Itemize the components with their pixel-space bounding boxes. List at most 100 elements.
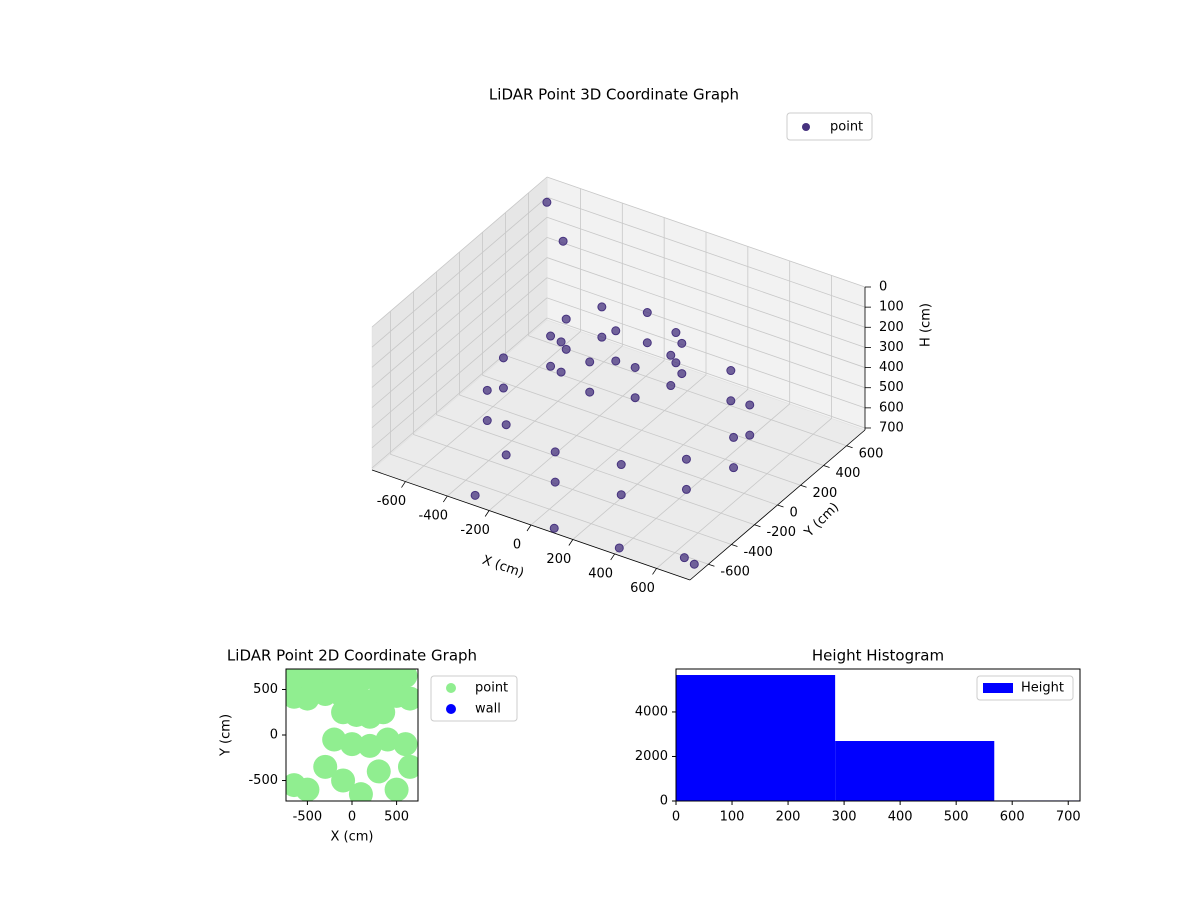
point <box>331 768 356 793</box>
grid-line <box>371 176 548 328</box>
grid-line <box>390 453 709 565</box>
z-tick-label: 300 <box>879 340 904 355</box>
point <box>689 559 699 569</box>
chart-title: Height Histogram <box>812 647 944 665</box>
chart-title: LiDAR Point 2D Coordinate Graph <box>227 647 477 665</box>
grid-line <box>546 216 866 328</box>
point <box>671 328 681 338</box>
tick-mark <box>568 539 574 546</box>
tick-mark <box>754 524 761 528</box>
grid-line <box>371 237 548 388</box>
bar <box>835 741 995 801</box>
point <box>393 732 418 757</box>
point <box>501 420 511 430</box>
legend-label: point <box>830 120 863 135</box>
point <box>393 669 418 688</box>
point <box>642 308 652 318</box>
point <box>597 332 607 342</box>
point <box>397 754 418 779</box>
x-tick-label: 500 <box>944 810 969 825</box>
grid-line <box>546 237 866 348</box>
x-axis <box>371 469 691 581</box>
grid-line <box>371 297 548 449</box>
y-tick-label: -200 <box>766 525 796 540</box>
point <box>666 350 676 360</box>
y-tick-label: 0 <box>790 506 798 521</box>
point <box>666 381 676 391</box>
x-tick-label: 100 <box>720 810 745 825</box>
point <box>295 777 320 801</box>
legend-marker <box>802 123 810 131</box>
y-tick-label: -600 <box>720 565 750 580</box>
x-tick-label: 200 <box>546 552 571 567</box>
point <box>630 362 640 372</box>
grid-line <box>546 297 866 409</box>
point <box>313 754 338 779</box>
grid-line <box>482 374 801 486</box>
point <box>611 356 621 366</box>
point <box>677 369 687 379</box>
point <box>556 337 566 347</box>
z-tick-label: 0 <box>879 280 887 295</box>
grid-line <box>546 196 866 308</box>
y-axis-label: Y (cm) <box>219 714 234 757</box>
y-tick-label: 200 <box>813 486 838 501</box>
x-tick-label: 300 <box>832 810 857 825</box>
tick-mark <box>846 445 853 449</box>
point <box>681 454 691 464</box>
grid-line <box>371 196 548 348</box>
point <box>729 463 739 473</box>
grid-line <box>371 257 548 408</box>
legend-label: point <box>475 681 508 696</box>
z-tick-label: 600 <box>879 400 904 415</box>
point <box>597 302 607 312</box>
legend-box <box>976 675 1074 701</box>
z-axis-label: H (cm) <box>919 303 934 347</box>
grid-line <box>371 317 548 469</box>
y-tick-label: -400 <box>743 545 773 560</box>
x-tick-label: 500 <box>384 810 409 825</box>
y-tick-label: 400 <box>836 466 861 481</box>
point <box>681 484 691 494</box>
point <box>498 383 508 393</box>
point <box>550 447 560 457</box>
point <box>726 366 736 376</box>
tick-mark <box>442 495 448 503</box>
grid-line <box>413 434 732 545</box>
tick-mark <box>823 465 830 468</box>
x-tick-label: 200 <box>776 810 801 825</box>
grid-line <box>436 414 755 526</box>
z-tick-label: 500 <box>879 380 904 395</box>
grid-line <box>459 394 778 506</box>
point <box>671 358 681 368</box>
point <box>348 782 373 801</box>
legend-marker <box>446 704 456 714</box>
point <box>546 331 556 341</box>
y-axis-label: Y (cm) <box>801 500 842 541</box>
point <box>729 432 739 442</box>
tick-mark <box>652 568 657 575</box>
point <box>585 357 595 367</box>
tick-mark <box>777 504 784 508</box>
point <box>371 700 396 725</box>
point <box>642 338 652 348</box>
point <box>546 361 556 371</box>
tick-mark <box>708 563 715 567</box>
x-tick-label: 600 <box>1000 810 1025 825</box>
tick-mark <box>526 524 532 532</box>
plot-area <box>286 669 418 801</box>
z-tick-label: 400 <box>879 360 904 375</box>
point <box>614 543 624 553</box>
tick-mark <box>731 544 738 547</box>
point <box>616 490 626 500</box>
legend-marker <box>446 683 456 693</box>
y-tick-label: 600 <box>859 446 884 461</box>
legend-label: wall <box>475 702 501 717</box>
point <box>397 686 418 711</box>
point <box>679 553 689 563</box>
point <box>482 416 492 426</box>
z-tick-label: 200 <box>879 320 904 335</box>
x-tick-label: -500 <box>293 810 323 825</box>
point <box>561 344 571 354</box>
